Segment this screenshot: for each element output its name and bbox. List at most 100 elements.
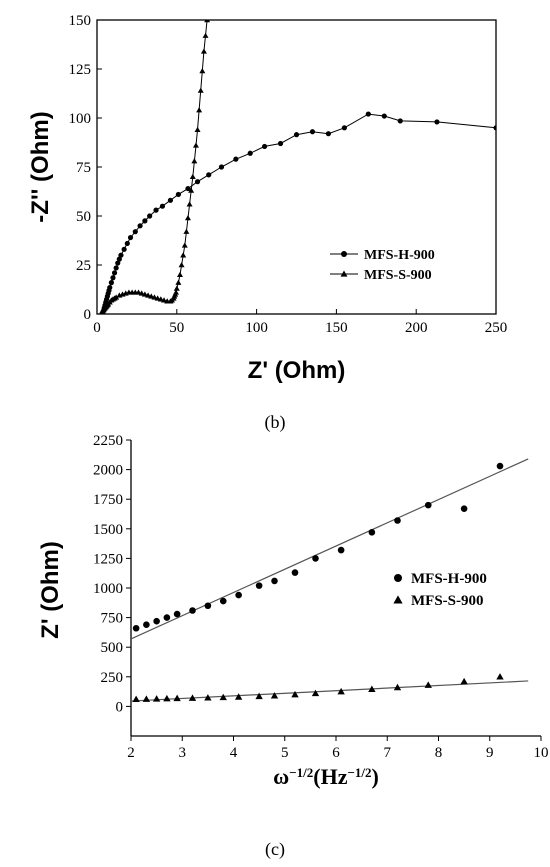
data-point [255,692,263,700]
data-point [199,67,206,74]
data-point [110,275,116,281]
y-axis-label: Z' (Ohm) [37,541,64,639]
data-point [204,694,212,701]
data-point [189,173,196,180]
data-point [113,294,120,300]
data-point [365,111,371,117]
series-line [102,113,496,314]
fit-line [130,680,529,702]
x-tick-label: 5 [281,745,289,761]
data-point [173,694,181,702]
data-point [111,270,118,276]
data-point [293,132,300,138]
data-point [393,683,402,691]
legend-marker [340,270,348,277]
data-point [175,279,182,285]
data-point [194,126,201,133]
data-point [291,569,299,576]
data-point [194,179,201,185]
data-point [261,143,268,150]
data-point [218,164,225,170]
data-point [185,185,191,192]
data-point [309,129,316,135]
data-point [368,529,376,536]
data-point [202,32,209,38]
x-tick-label: 8 [435,745,443,761]
data-point [200,48,207,54]
y-tick-label: 1000 [93,581,123,597]
data-point [192,142,199,148]
y-tick-label: 50 [76,209,91,225]
data-point [337,687,345,695]
legend-label: MFS-S-900 [411,593,484,609]
y-tick-label: 750 [101,611,124,627]
data-point [219,693,227,701]
data-point [118,252,124,258]
data-point [116,256,122,262]
x-tick-label: 2 [127,745,135,761]
data-point [191,158,198,164]
data-point [424,681,432,688]
x-tick-label: 250 [485,320,508,336]
data-point [341,125,347,131]
y-tick-label: 1500 [93,522,123,538]
data-point [163,614,171,621]
data-point [394,517,401,524]
data-point [173,610,181,618]
x-tick-label: 200 [405,320,428,336]
data-point [368,685,376,692]
x-tick-label: 4 [230,745,238,761]
x-tick-label: 50 [169,320,184,336]
series-mfs-s-900 [130,673,529,703]
data-point [188,187,195,193]
x-tick-label: 0 [93,320,101,336]
data-point [233,156,239,162]
panel-label-c: (c) [265,839,285,860]
data-point [247,150,253,156]
data-point [493,125,496,131]
data-point [161,297,168,303]
data-point [137,223,143,229]
data-point [496,462,504,470]
data-point [397,118,403,124]
data-point [312,555,319,562]
data-point [255,582,263,589]
y-tick-label: 150 [69,13,92,29]
data-point [163,694,171,702]
data-point [184,214,191,221]
legend-label: MFS-H-900 [364,248,435,263]
data-point [173,285,180,291]
y-tick-label: 2000 [93,463,123,479]
data-point [234,693,243,700]
legend-marker [393,595,403,604]
data-point [135,289,142,295]
data-point [143,621,150,629]
legend-label: MFS-H-900 [411,571,487,587]
data-point [381,113,387,119]
legend-label: MFS-S-900 [364,268,432,283]
data-point [121,246,127,252]
data-point [460,677,468,685]
y-axis-label: -Z'' (Ohm) [27,111,54,222]
data-point [148,293,155,299]
data-point [108,280,114,286]
data-point [107,284,113,291]
data-point [154,295,161,301]
x-tick-label: 3 [179,745,187,761]
data-point [204,20,211,23]
data-point [183,228,190,234]
data-point [325,131,332,137]
data-point [153,617,160,625]
legend-marker [394,574,402,582]
series-mfs-h-900 [99,111,496,314]
data-point [434,119,440,125]
y-tick-label: 0 [84,307,92,323]
data-point [142,218,148,224]
data-point [277,140,284,147]
data-point [206,172,212,178]
data-point [115,260,121,266]
data-point [291,690,299,698]
y-tick-label: 1750 [93,492,123,508]
y-tick-label: 500 [101,640,124,656]
data-point [496,673,504,680]
